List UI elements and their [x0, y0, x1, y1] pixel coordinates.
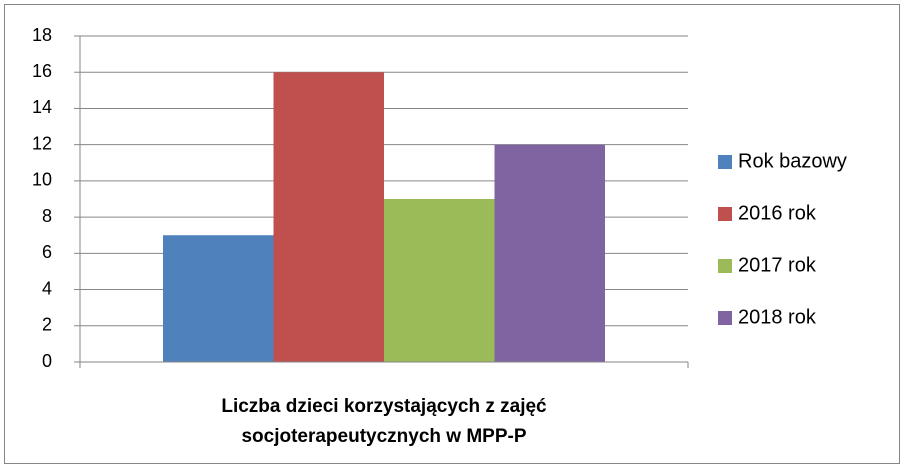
y-tick-label: 18: [32, 25, 52, 45]
bar: [273, 72, 384, 362]
y-tick-label: 2: [42, 315, 52, 335]
y-tick-label: 8: [42, 206, 52, 226]
legend-swatch: [718, 311, 732, 325]
legend-label: 2017 rok: [738, 254, 817, 276]
bar: [384, 199, 495, 362]
legend-label: Rok bazowy: [738, 150, 847, 172]
y-tick-label: 6: [42, 242, 52, 262]
legend-swatch: [718, 155, 732, 169]
legend-label: 2016 rok: [738, 202, 817, 224]
y-tick-label: 10: [32, 170, 52, 190]
legend-label: 2018 rok: [738, 306, 817, 328]
bar: [162, 235, 274, 362]
bar: [494, 144, 606, 362]
legend-swatch: [718, 207, 732, 221]
y-tick-label: 0: [42, 351, 52, 371]
y-tick-label: 14: [32, 97, 52, 117]
y-tick-label: 12: [32, 133, 52, 153]
y-tick-label: 16: [32, 61, 52, 81]
x-category-label: Liczba dzieci korzystających z zajęć soc…: [221, 396, 547, 447]
legend-swatch: [718, 259, 732, 273]
y-tick-label: 4: [42, 278, 52, 298]
